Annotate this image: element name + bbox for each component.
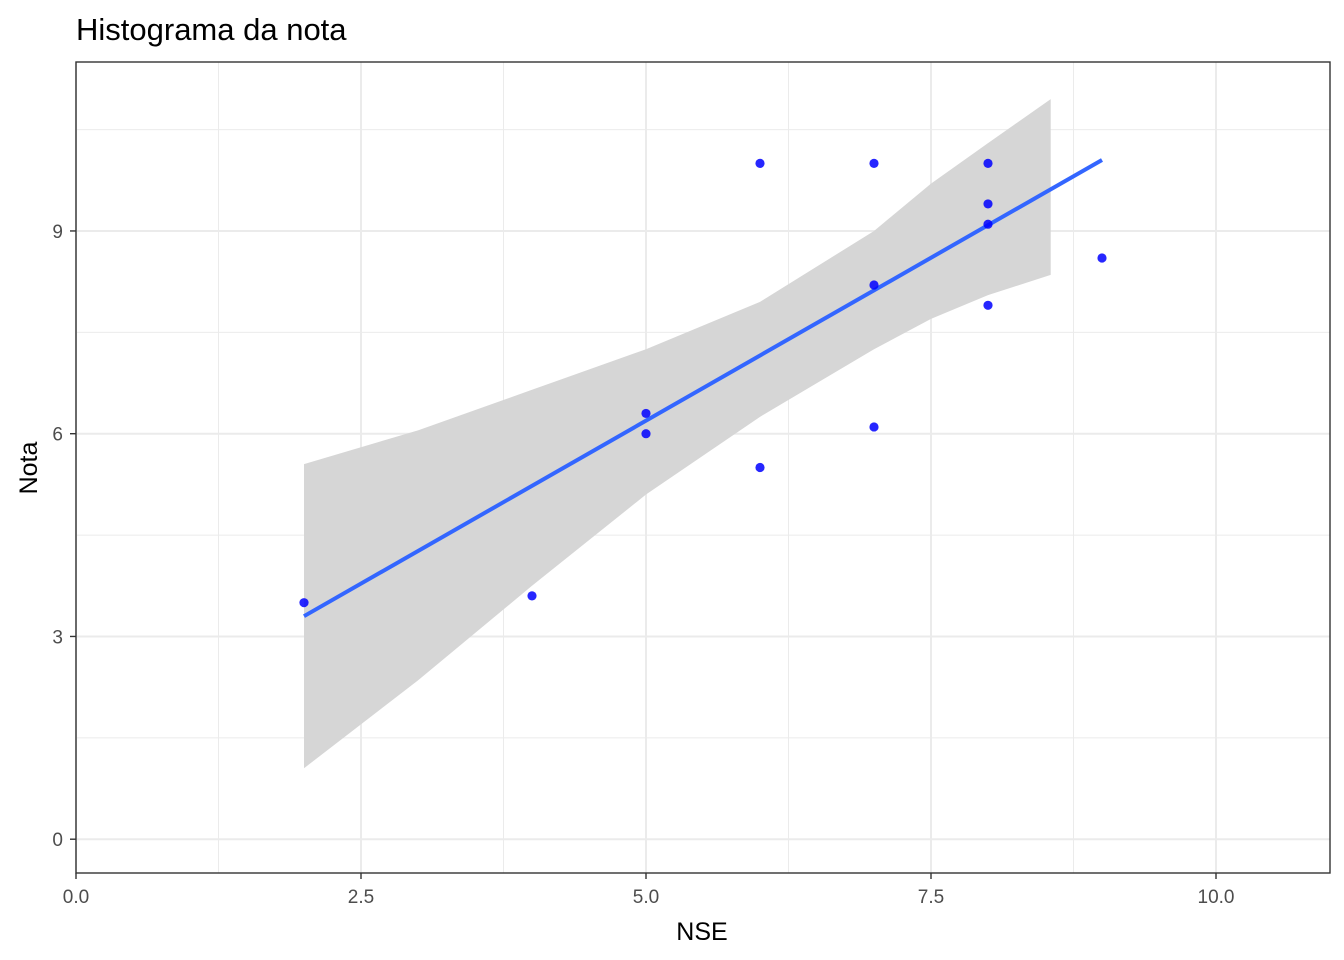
y-tick-label: 6: [52, 425, 63, 446]
x-axis-title: NSE: [676, 918, 727, 946]
data-point: [527, 591, 537, 601]
data-point: [983, 158, 993, 168]
x-tick-label: 2.5: [348, 887, 374, 908]
plot-panel: [76, 62, 1330, 873]
data-point: [983, 199, 993, 209]
regression-line: [303, 158, 1103, 618]
data-point: [641, 429, 651, 439]
x-tick-label: 0.0: [63, 887, 89, 908]
data-point: [869, 422, 879, 432]
x-tick-label: 7.5: [918, 887, 944, 908]
y-axis-title: Nota: [15, 442, 43, 495]
confidence-band: [304, 99, 1051, 769]
y-tick-label: 9: [52, 222, 63, 243]
x-tick-label: 5.0: [633, 887, 659, 908]
data-point: [299, 598, 309, 608]
data-points: [299, 158, 1107, 608]
x-tick-label: 10.0: [1198, 887, 1235, 908]
data-point: [755, 462, 765, 473]
data-point: [1097, 253, 1107, 263]
y-tick-label: 3: [52, 627, 63, 648]
y-axis-ticks: 0 3 6 9: [52, 222, 76, 851]
data-point: [755, 158, 765, 168]
plot-panel-border: [75, 61, 1331, 874]
data-point: [869, 280, 879, 290]
data-point: [983, 300, 993, 310]
x-axis-ticks: 0.0 2.5 5.0 7.5 10.0: [63, 873, 1235, 908]
data-point: [983, 219, 993, 229]
data-point: [869, 158, 879, 168]
data-point: [641, 408, 651, 419]
chart-title: Histograma da nota: [76, 12, 347, 47]
y-tick-label: 0: [52, 830, 63, 851]
